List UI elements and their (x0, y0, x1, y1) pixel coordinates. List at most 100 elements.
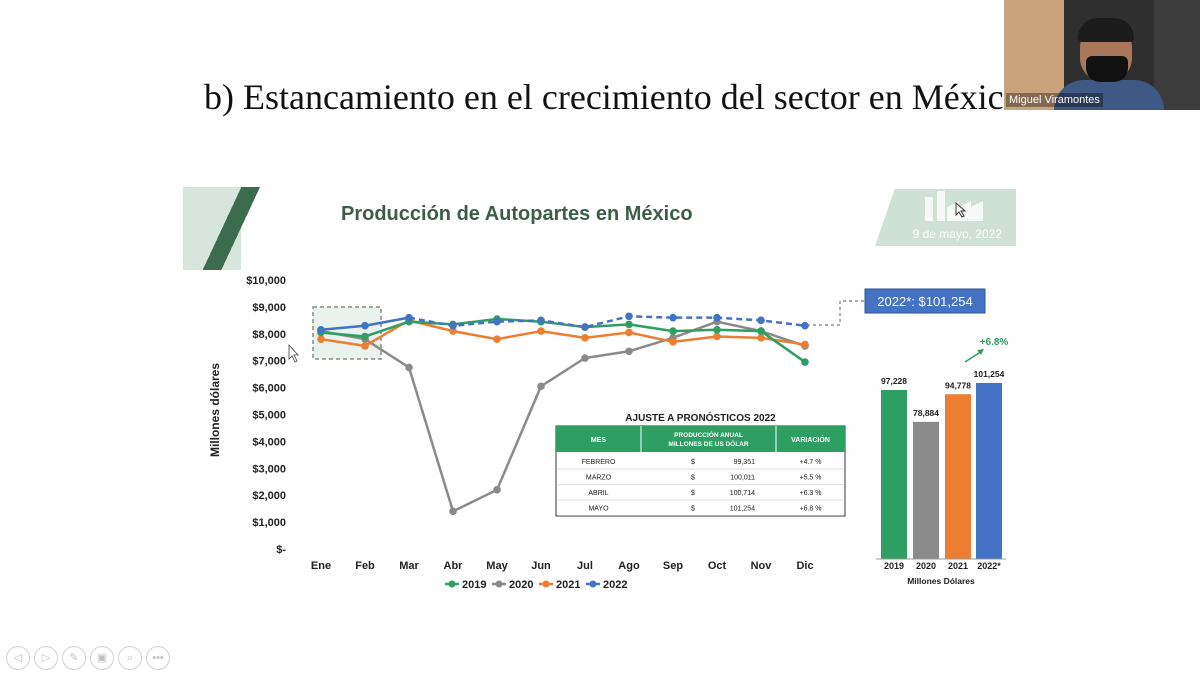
series-point-2022 (801, 321, 809, 330)
x-tick-label: Ago (618, 560, 640, 572)
y-tick-label: $6,000 (252, 383, 286, 395)
y-tick-label: $9,000 (252, 302, 286, 314)
slide-corner-stripe (183, 187, 261, 270)
pointer-cursor-icon (955, 202, 967, 218)
x-tick-label: May (486, 560, 508, 572)
video-background (1004, 0, 1064, 110)
bar-value-label: 97,228 (881, 376, 907, 386)
series-point-2021 (581, 334, 589, 342)
table-cell-value: 99,351 (734, 459, 756, 466)
table-header-cell: MES (591, 437, 607, 444)
series-point-2021 (757, 334, 765, 342)
series-point-2019 (625, 320, 633, 329)
table-cell-value: 101,254 (730, 506, 755, 513)
series-point-2022 (493, 317, 501, 326)
bar-value-label: 78,884 (913, 408, 939, 418)
series-point-2019 (801, 358, 809, 366)
legend-label-2020: 2020 (509, 579, 533, 591)
presentation-controls: ◁ ▷ ✎ ▣ ⌕ ••• (6, 646, 170, 670)
y-tick-label: $8,000 (252, 329, 286, 341)
table-cell-value: 100,011 (730, 475, 755, 482)
series-point-2021 (537, 327, 545, 335)
series-point-2019 (669, 327, 677, 335)
table-cell-currency: $ (691, 459, 695, 466)
legend-marker-2019 (448, 580, 456, 588)
x-tick-label: Mar (399, 560, 419, 572)
table-cell-variation: +4.7 % (800, 459, 822, 466)
table-cell-month: MARZO (586, 475, 612, 482)
bar-category-label: 2022* (977, 561, 1001, 571)
series-point-2022 (713, 313, 721, 322)
date-banner: 9 de mayo, 2022 (875, 189, 1016, 246)
series-line-projected-2022 (408, 315, 806, 329)
series-point-2019 (757, 327, 765, 335)
series-point-2020 (405, 363, 413, 372)
y-tick-label: $5,000 (252, 410, 286, 422)
y-tick-label: $2,000 (252, 490, 286, 502)
slide-date: 9 de mayo, 2022 (912, 227, 1002, 241)
bar-2021 (945, 394, 971, 559)
series-point-2021 (317, 335, 325, 343)
table-header-cell: VARIACIÓN (791, 435, 830, 444)
series-point-2019 (713, 325, 721, 334)
series-point-2022 (537, 316, 545, 325)
series-point-2021 (669, 338, 677, 346)
mouse-cursor-icon (288, 343, 299, 363)
series-point-2021 (801, 340, 809, 349)
video-background-door (1154, 0, 1200, 110)
participant-video[interactable]: Miguel Viramontes (1004, 0, 1200, 110)
series-point-2020 (625, 347, 633, 356)
bar-category-label: 2020 (916, 561, 936, 571)
table-cell-month: FEBRERO (582, 459, 616, 466)
table-cell-currency: $ (691, 490, 695, 497)
callout-box (864, 288, 986, 314)
y-tick-label: $7,000 (252, 356, 286, 368)
series-point-2020 (581, 354, 589, 362)
zoom-icon[interactable]: ⌕ (118, 646, 142, 670)
series-point-2022 (581, 323, 589, 331)
series-point-2022 (625, 312, 633, 321)
slides-icon[interactable]: ▣ (90, 646, 114, 670)
y-tick-label: $1,000 (252, 517, 286, 529)
series-point-2021 (493, 335, 501, 343)
more-icon[interactable]: ••• (146, 646, 170, 670)
forward-icon[interactable]: ▷ (34, 646, 58, 670)
bar-2022* (976, 383, 1002, 559)
table-cell-value: 100,714 (730, 490, 755, 497)
series-point-2020 (493, 486, 501, 494)
table-cell-month: ABRIL (588, 490, 608, 497)
bar-2020 (913, 421, 939, 559)
x-tick-label: Sep (663, 560, 683, 572)
table-cell-variation: +6.8 % (800, 506, 822, 513)
series-point-2022 (669, 313, 677, 322)
legend-label-2019: 2019 (462, 579, 486, 591)
x-tick-label: Oct (708, 560, 727, 572)
bar-category-label: 2019 (884, 561, 904, 571)
y-tick-label: $4,000 (252, 436, 286, 448)
series-point-2019 (361, 332, 369, 341)
series-point-2022 (361, 321, 369, 330)
y-axis-label: Millones dólares (208, 363, 222, 457)
pen-icon[interactable]: ✎ (62, 646, 86, 670)
participant-hair (1078, 18, 1134, 42)
series-point-2021 (449, 327, 457, 335)
back-icon[interactable]: ◁ (6, 646, 30, 670)
series-point-2022 (317, 325, 325, 334)
series-point-2022 (449, 321, 457, 330)
callout-text: 2022*: $101,254 (877, 294, 972, 309)
slide-heading: b) Estancamiento en el crecimiento del s… (204, 77, 1022, 117)
series-point-2022 (405, 313, 413, 322)
inner-slide: Producción de Autopartes en México 9 de … (183, 187, 1016, 592)
table-title: AJUSTE A PRONÓSTICOS 2022 (625, 411, 776, 424)
legend-marker-2022 (589, 580, 597, 588)
legend-label-2021: 2021 (556, 579, 580, 591)
y-tick-label: $3,000 (252, 463, 286, 475)
series-point-2020 (537, 382, 545, 391)
participant-mask (1086, 56, 1128, 82)
table-header-cell: PRODUCCIÓN ANUAL (674, 430, 743, 439)
table-cell-variation: +5.5 % (800, 475, 822, 482)
x-tick-label: Jul (577, 560, 593, 572)
table-cell-currency: $ (691, 475, 695, 482)
x-tick-label: Nov (751, 560, 773, 572)
